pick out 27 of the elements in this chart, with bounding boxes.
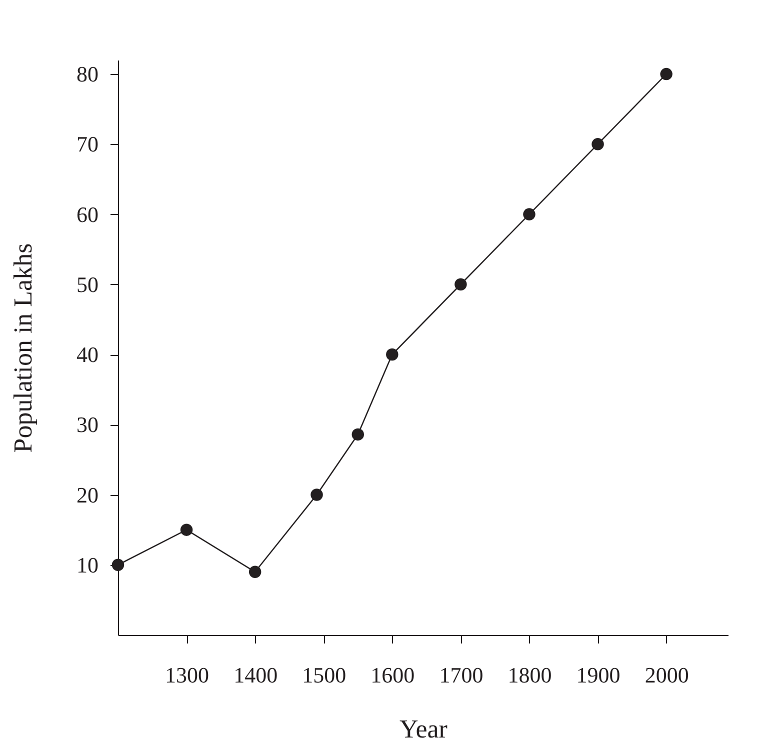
- y-tick-label: 30: [76, 412, 98, 438]
- y-tick-label: 40: [76, 342, 98, 368]
- x-tick-label: 1300: [165, 662, 210, 688]
- x-tick-label: 1400: [234, 662, 278, 688]
- y-tick-label: 70: [76, 132, 98, 157]
- x-tick-label: 1700: [439, 662, 484, 688]
- x-tick-label: 1900: [576, 662, 620, 688]
- point: [523, 208, 536, 220]
- y-tick-label: 10: [76, 552, 98, 578]
- y-tick-label: 60: [76, 202, 98, 227]
- y-axis-title: Population in Lakhs: [8, 243, 38, 453]
- y-tick-label: 80: [76, 62, 98, 87]
- point: [352, 428, 364, 441]
- x-tick-label: 2000: [644, 662, 689, 688]
- x-tick-label: 1600: [370, 662, 415, 688]
- y-tick-label: 50: [76, 272, 98, 297]
- point: [180, 524, 193, 536]
- x-tick-label: 1800: [508, 662, 552, 688]
- point: [660, 68, 672, 80]
- x-tick-label: 1500: [302, 662, 346, 688]
- point: [454, 278, 467, 290]
- x-axis-title: Year: [400, 714, 448, 744]
- point: [310, 488, 323, 501]
- point: [386, 348, 398, 361]
- point: [248, 566, 262, 578]
- y-tick-label: 20: [76, 482, 98, 508]
- point: [592, 138, 604, 150]
